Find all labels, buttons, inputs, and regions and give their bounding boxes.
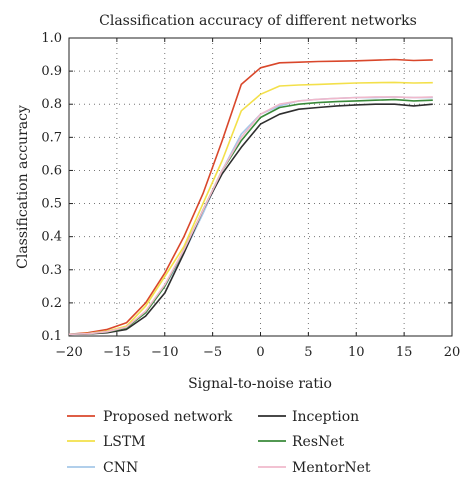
y-tick-label: 0.3	[41, 263, 62, 278]
y-tick-label: 0.2	[41, 296, 62, 311]
series-line-lstm	[68, 81, 433, 336]
x-tick-label: 10	[348, 345, 365, 360]
y-axis-title: Classification accuracy	[15, 105, 31, 269]
y-tick-label: 0.4	[41, 230, 62, 245]
chart-title: Classification accuracy of different net…	[99, 13, 417, 29]
x-tick-label: −20	[55, 345, 82, 360]
legend-label-resnet: ResNet	[292, 434, 345, 450]
y-tick-label: 0.6	[41, 163, 62, 178]
legend: Proposed network LSTM CNN Inception ResNet Me…	[67, 409, 371, 476]
series-line-inception	[68, 103, 433, 336]
y-tick-label: 0.1	[41, 329, 62, 344]
x-tick-label: 0	[256, 345, 264, 360]
x-tick-label: −10	[151, 345, 178, 360]
x-tick-label: 20	[444, 345, 461, 360]
series-line-cnn	[68, 96, 433, 336]
legend-label-inception: Inception	[292, 409, 359, 425]
series-lines	[68, 58, 433, 336]
x-tick-label: 15	[396, 345, 413, 360]
legend-label-mentornet: MentorNet	[292, 460, 371, 476]
y-tick-label: 0.7	[41, 130, 62, 145]
series-line-mentornet	[68, 96, 433, 336]
x-tick-label: −5	[203, 345, 222, 360]
y-tick-label: 0.9	[41, 64, 62, 79]
axis-ticks: −20 −15 −10 −5 0 5 10 15 20 0.1 0.2 0.3 0.4 0.5 0.6 0.7…	[41, 31, 460, 360]
y-tick-label: 1.0	[41, 31, 62, 46]
legend-label-lstm: LSTM	[103, 434, 146, 450]
x-tick-label: 5	[304, 345, 312, 360]
y-tick-label: 0.5	[41, 197, 62, 212]
x-axis-title: Signal-to-noise ratio	[188, 376, 332, 392]
y-tick-label: 0.8	[41, 97, 62, 112]
series-line-proposed-network	[68, 58, 433, 336]
legend-label-cnn: CNN	[103, 460, 138, 476]
x-tick-label: −15	[103, 345, 130, 360]
legend-label-proposed-network: Proposed network	[103, 409, 233, 425]
